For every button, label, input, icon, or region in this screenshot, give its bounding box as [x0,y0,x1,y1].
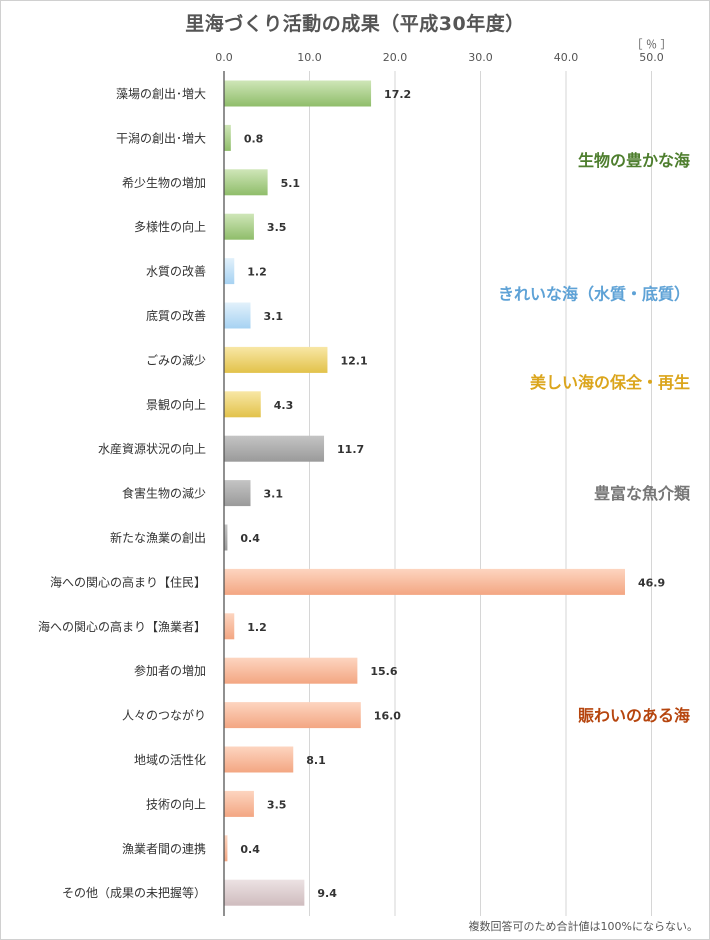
bar [224,213,254,240]
data-label: 15.6 [370,665,397,678]
group-label: 美しい海の保全・再生 [530,373,690,392]
bar [224,80,372,107]
category-label: 人々のつながり [122,708,206,723]
data-label: 3.5 [267,221,287,234]
category-label: 技術の向上 [146,796,206,811]
bar [224,391,261,418]
category-label: 藻場の創出･増大 [116,87,206,101]
group-label: きれいな海（水質・底質） [498,284,690,303]
data-label: 46.9 [638,576,665,589]
data-label: 1.2 [247,266,267,279]
data-label: 16.0 [374,710,401,723]
bar [224,568,625,595]
category-label: 海への関心の高まり【住民】 [50,574,206,589]
category-label: 希少生物の増加 [122,175,206,190]
x-tick-label: 0.0 [215,51,233,64]
category-label: 地域の活性化 [134,753,206,767]
bar [224,835,228,862]
data-label: 17.2 [384,88,411,101]
x-tick-label: 40.0 [554,51,579,64]
bar [224,124,231,151]
bar [224,258,235,285]
x-tick-label: 50.0 [639,51,664,64]
category-label: 景観の向上 [146,397,206,412]
data-label: 0.4 [240,532,260,545]
bar [224,435,325,462]
category-label: その他（成果の未把握等） [62,885,206,900]
chart-title: 里海づくり活動の成果（平成30年度） [185,13,525,35]
x-tick-label: 30.0 [468,51,493,64]
bar [224,346,328,373]
data-label: 3.1 [264,488,284,501]
data-label: 1.2 [247,621,267,634]
data-label: 9.4 [317,887,337,900]
bar [224,702,361,729]
group-label: 生物の豊かな海 [578,151,690,170]
category-label: 参加者の増加 [134,663,206,678]
data-label: 8.1 [306,754,326,767]
footnote: 複数回答可のため合計値は100%にならない。 [468,920,698,933]
bar [224,302,251,329]
category-label: 水質の改善 [146,264,206,279]
unit-label: ［ ％ ］ [632,38,672,51]
category-label: ごみの減少 [146,352,206,367]
category-label: 新たな漁業の創出 [110,530,206,545]
bar [224,169,268,196]
bar [224,746,294,773]
data-label: 11.7 [337,443,364,456]
bar [224,657,358,684]
category-label: 多様性の向上 [134,219,206,234]
category-label: 底質の改善 [146,308,206,323]
category-label: 干潟の創出･増大 [116,131,206,145]
x-tick-label: 10.0 [297,51,322,64]
data-label: 4.3 [274,399,294,412]
data-label: 3.5 [267,798,287,811]
group-label: 豊富な魚介類 [594,484,691,503]
bar [224,879,305,906]
x-tick-label: 20.0 [383,51,408,64]
group-label: 賑わいのある海 [578,706,690,725]
bar [224,790,254,817]
category-label: 海への関心の高まり【漁業者】 [38,619,206,634]
data-label: 0.8 [244,132,264,145]
data-label: 5.1 [281,177,301,190]
category-label: 漁業者間の連携 [122,841,206,856]
data-label: 0.4 [240,843,260,856]
data-label: 12.1 [340,354,367,367]
data-label: 3.1 [264,310,284,323]
category-label: 食害生物の減少 [122,486,206,501]
bar [224,613,235,640]
bar [224,480,251,507]
category-label: 水産資源状況の向上 [98,441,206,456]
bar [224,524,228,551]
